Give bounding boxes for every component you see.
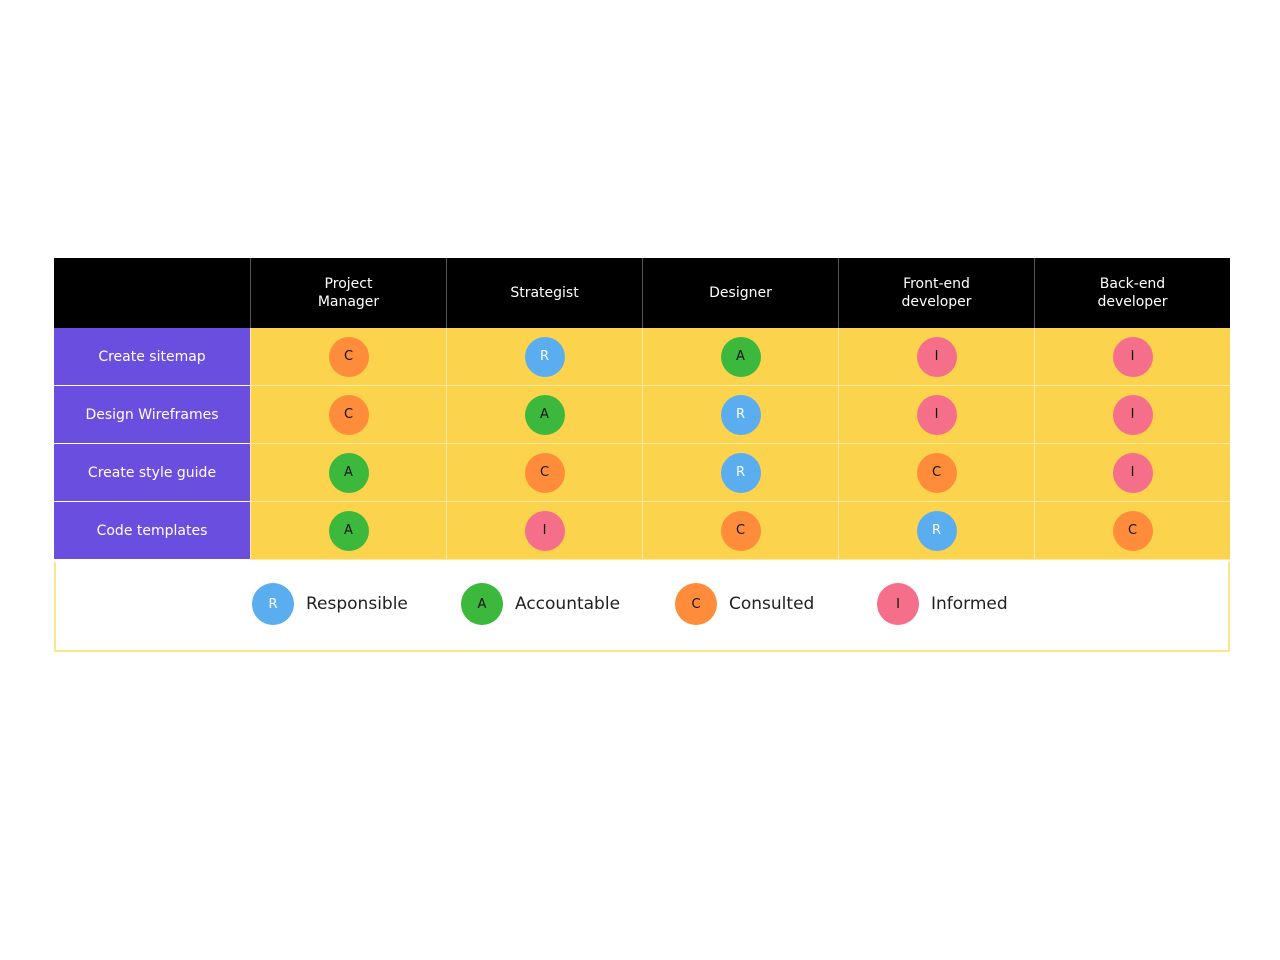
matrix-cell: I — [838, 328, 1034, 386]
legend-label: Consulted — [729, 594, 815, 614]
assignment-badge: C — [916, 452, 957, 493]
role-header-back-end-developer: Back-end developer — [1034, 258, 1230, 328]
matrix-cell: C — [446, 444, 642, 502]
matrix-cell: C — [642, 502, 838, 560]
assignment-badge: R — [916, 510, 957, 551]
legend-badge: I — [877, 583, 919, 625]
assignment-badge: C — [328, 394, 369, 435]
legend-label: Accountable — [515, 594, 621, 614]
role-header-project-manager: Project Manager — [250, 258, 446, 328]
role-header-front-end-developer: Front-end developer — [838, 258, 1034, 328]
matrix-cell: I — [838, 386, 1034, 444]
assignment-badge: A — [328, 510, 369, 551]
assignment-badge: I — [1112, 452, 1153, 493]
assignment-badge: C — [1112, 510, 1153, 551]
task-label-design-wireframes: Design Wireframes — [54, 386, 250, 444]
assignment-badge: C — [524, 452, 565, 493]
assignment-badge: A — [328, 452, 369, 493]
header-corner — [54, 258, 250, 328]
legend-badge: A — [461, 583, 503, 625]
assignment-badge: I — [916, 394, 957, 435]
assignment-badge: R — [524, 336, 565, 377]
matrix-cell: C — [250, 328, 446, 386]
assignment-badge: I — [1112, 336, 1153, 377]
legend-badge: R — [252, 583, 294, 625]
legend: R Responsible A Accountable C Consulted … — [54, 562, 1230, 652]
legend-item-informed: I Informed — [877, 583, 1008, 625]
assignment-badge: I — [1112, 394, 1153, 435]
assignment-badge: A — [524, 394, 565, 435]
assignment-badge: R — [720, 452, 761, 493]
matrix-cell: C — [838, 444, 1034, 502]
matrix-cell: R — [446, 328, 642, 386]
task-label-create-style-guide: Create style guide — [54, 444, 250, 502]
legend-badge: C — [675, 583, 717, 625]
matrix-cell: I — [446, 502, 642, 560]
matrix-cell: R — [642, 444, 838, 502]
matrix-cell: C — [250, 386, 446, 444]
legend-item-responsible: R Responsible — [252, 583, 408, 625]
matrix-cell: A — [250, 444, 446, 502]
role-header-designer: Designer — [642, 258, 838, 328]
matrix-cell: C — [1034, 502, 1230, 560]
matrix-cell: R — [642, 386, 838, 444]
matrix-cell: I — [1034, 386, 1230, 444]
task-label-code-templates: Code templates — [54, 502, 250, 560]
matrix-cell: A — [642, 328, 838, 386]
assignment-badge: I — [916, 336, 957, 377]
legend-item-accountable: A Accountable — [461, 583, 620, 625]
legend-label: Informed — [931, 594, 1008, 614]
matrix-cell: I — [1034, 328, 1230, 386]
assignment-badge: C — [328, 336, 369, 377]
matrix-cell: A — [250, 502, 446, 560]
assignment-badge: C — [720, 510, 761, 551]
assignment-badge: A — [720, 336, 761, 377]
assignment-badge: I — [524, 510, 565, 551]
legend-label: Responsible — [306, 594, 408, 614]
role-header-strategist: Strategist — [446, 258, 642, 328]
matrix-cell: R — [838, 502, 1034, 560]
legend-item-consulted: C Consulted — [675, 583, 814, 625]
matrix-cell: I — [1034, 444, 1230, 502]
raci-matrix: Project Manager Strategist Designer Fron… — [54, 258, 1230, 560]
matrix-cell: A — [446, 386, 642, 444]
assignment-badge: R — [720, 394, 761, 435]
task-label-create-sitemap: Create sitemap — [54, 328, 250, 386]
